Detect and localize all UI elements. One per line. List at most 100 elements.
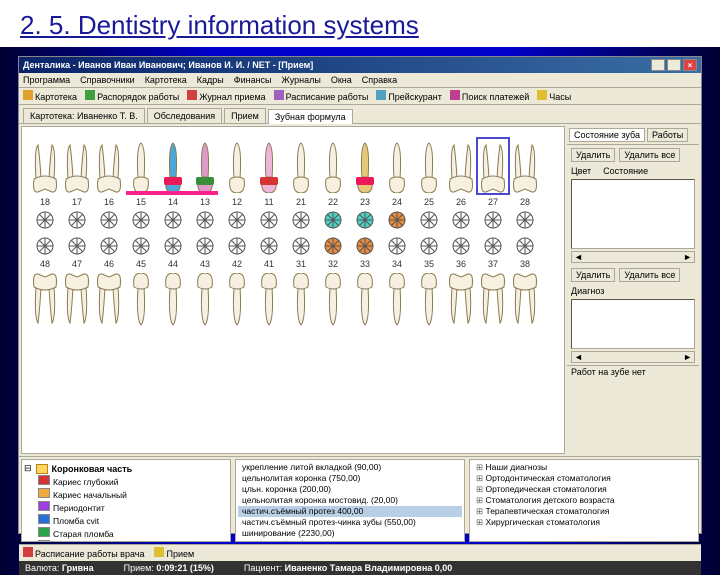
occlusal-31[interactable] [286,235,316,257]
condition-item[interactable]: Кариес глубокий [24,475,228,488]
toolbar-button[interactable]: Поиск платежей [450,90,529,102]
tab[interactable]: Зубная формула [268,109,353,124]
occlusal-26[interactable] [446,209,476,231]
toolbar-button[interactable]: Журнал приема [187,90,265,102]
delete-all-button[interactable]: Удалить все [619,148,680,162]
menu-item[interactable]: Справочники [80,75,135,85]
tooth-13[interactable] [190,139,220,193]
toolbar-button[interactable]: Распорядок работы [85,90,179,102]
tooth-26[interactable] [446,139,476,193]
pricelist-panel[interactable]: укрепление литой вкладкой (90,00)цельнол… [235,459,465,542]
occlusal-42[interactable] [222,235,252,257]
tooth-28[interactable] [510,139,540,193]
condition-item[interactable]: винир [24,540,228,542]
tooth-46[interactable] [94,273,124,327]
tooth-14[interactable] [158,139,188,193]
diagnosis-tree-item[interactable]: Хирургическая стоматология [472,517,696,528]
occlusal-36[interactable] [446,235,476,257]
price-item[interactable]: цльн. коронка (200,00) [238,484,462,495]
tooth-44[interactable] [158,273,188,327]
occlusal-48[interactable] [30,235,60,257]
tooth-35[interactable] [414,273,444,327]
tooth-15[interactable] [126,139,156,193]
tooth-34[interactable] [382,273,412,327]
minimize-button[interactable]: _ [651,59,665,71]
occlusal-23[interactable] [350,209,380,231]
occlusal-43[interactable] [190,235,220,257]
condition-item[interactable]: Периодонтит [24,501,228,514]
toolbar-button[interactable]: Расписание работы [274,90,369,102]
price-item[interactable]: частич.съёмный протез 400,00 [238,506,462,517]
occlusal-38[interactable] [510,235,540,257]
toolbar-button[interactable]: Часы [537,90,571,102]
diagnosis-tree-item[interactable]: Ортопедическая стоматология [472,484,696,495]
occlusal-25[interactable] [414,209,444,231]
maximize-button[interactable]: □ [667,59,681,71]
occlusal-14[interactable] [158,209,188,231]
occlusal-41[interactable] [254,235,284,257]
side-tab[interactable]: Работы [647,128,688,142]
tooth-32[interactable] [318,273,348,327]
occlusal-34[interactable] [382,235,412,257]
occlusal-12[interactable] [222,209,252,231]
condition-item[interactable]: Пломба cvit [24,514,228,527]
diagnosis-tree-item[interactable]: Ортодонтическая стоматология [472,473,696,484]
tooth-37[interactable] [478,273,508,327]
price-item[interactable]: укрепление литой вкладкой (90,00) [238,462,462,473]
tooth-43[interactable] [190,273,220,327]
occlusal-46[interactable] [94,235,124,257]
tooth-48[interactable] [30,273,60,327]
occlusal-44[interactable] [158,235,188,257]
menu-item[interactable]: Журналы [282,75,321,85]
occlusal-27[interactable] [478,209,508,231]
menu-item[interactable]: Справка [362,75,397,85]
conditions-panel[interactable]: ⊟Коронковая частьКариес глубокийКариес н… [21,459,231,542]
scrollbar-h-2[interactable]: ◄► [571,351,695,363]
price-item[interactable]: штифтовый зуб (1600,00) [238,539,462,542]
occlusal-45[interactable] [126,235,156,257]
menu-item[interactable]: Кадры [197,75,224,85]
tab[interactable]: Обследования [147,108,222,123]
occlusal-37[interactable] [478,235,508,257]
occlusal-18[interactable] [30,209,60,231]
side-tab[interactable]: Состояние зуба [569,128,645,142]
occlusal-33[interactable] [350,235,380,257]
diagnosis-tree-item[interactable]: Стоматология детского возраста [472,495,696,506]
state-listbox[interactable] [571,179,695,249]
tab[interactable]: Картотека: Иваненко Т. В. [23,108,145,123]
menu-item[interactable]: Финансы [234,75,272,85]
tooth-24[interactable] [382,139,412,193]
occlusal-21[interactable] [286,209,316,231]
tooth-33[interactable] [350,273,380,327]
price-item[interactable]: цельнолитая коронка (750,00) [238,473,462,484]
diagnosis-tree-item[interactable]: Терапевтическая стоматология [472,506,696,517]
toolbar-button[interactable]: Картотека [23,90,77,102]
delete-button[interactable]: Удалить [571,148,615,162]
tooth-42[interactable] [222,273,252,327]
delete-all-button-2[interactable]: Удалить все [619,268,680,282]
tooth-22[interactable] [318,139,348,193]
occlusal-15[interactable] [126,209,156,231]
delete-button-2[interactable]: Удалить [571,268,615,282]
menu-item[interactable]: Программа [23,75,70,85]
statusbar-tab[interactable]: Прием [154,547,194,559]
occlusal-32[interactable] [318,235,348,257]
price-item[interactable]: частич.съёмный протез-чинка зубы (550,00… [238,517,462,528]
tooth-47[interactable] [62,273,92,327]
condition-item[interactable]: Старая пломба [24,527,228,540]
menu-item[interactable]: Картотека [145,75,187,85]
tooth-21[interactable] [286,139,316,193]
price-item[interactable]: шинирование (2230,00) [238,528,462,539]
occlusal-35[interactable] [414,235,444,257]
diagnosis-tree-item[interactable]: Наши диагнозы [472,462,696,473]
occlusal-17[interactable] [62,209,92,231]
occlusal-24[interactable] [382,209,412,231]
tooth-18[interactable] [30,139,60,193]
occlusal-22[interactable] [318,209,348,231]
tooth-36[interactable] [446,273,476,327]
occlusal-28[interactable] [510,209,540,231]
price-item[interactable]: цельнолитая коронка мостовид. (20,00) [238,495,462,506]
conditions-folder[interactable]: ⊟Коронковая часть [24,462,228,475]
statusbar-tab[interactable]: Расписание работы врача [23,547,144,559]
condition-item[interactable]: Кариес начальный [24,488,228,501]
